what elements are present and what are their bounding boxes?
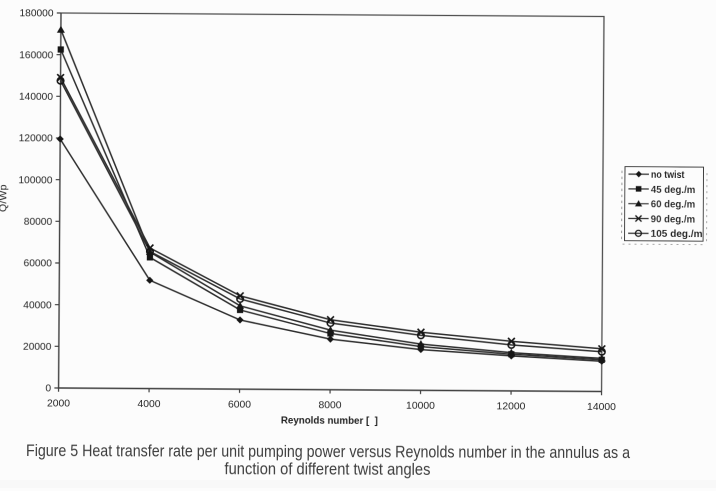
svg-text:120000: 120000 [19,133,53,144]
svg-text:105 deg./m: 105 deg./m [651,229,703,240]
svg-text:40000: 40000 [23,300,52,311]
svg-text:100000: 100000 [18,175,52,186]
svg-text:Reynolds number [ ]: Reynolds number [ ] [281,414,378,427]
svg-text:Figure 5 Heat transfer rate pe: Figure 5 Heat transfer rate per unit pum… [26,442,631,462]
svg-text:Q/Wp: Q/Wp [0,184,9,212]
svg-text:80000: 80000 [24,217,53,228]
svg-text:60000: 60000 [23,258,52,269]
svg-text:10000: 10000 [406,401,435,412]
svg-text:2000: 2000 [47,398,70,409]
svg-text:6000: 6000 [228,399,251,410]
svg-text:90 deg./m: 90 deg./m [651,214,696,225]
svg-text:0: 0 [45,384,51,395]
svg-text:60 deg./m: 60 deg./m [651,199,696,210]
svg-text:12000: 12000 [496,401,525,412]
svg-text:45 deg./m: 45 deg./m [651,185,696,196]
svg-text:14000: 14000 [587,402,616,413]
svg-text:8000: 8000 [318,400,341,411]
svg-text:no twist: no twist [651,170,685,181]
svg-text:180000: 180000 [19,8,53,19]
svg-text:4000: 4000 [137,399,160,410]
svg-text:160000: 160000 [19,50,53,61]
svg-text:20000: 20000 [23,342,52,353]
svg-text:140000: 140000 [19,92,53,103]
svg-text:function of different twist an: function of different twist angles [224,460,430,479]
